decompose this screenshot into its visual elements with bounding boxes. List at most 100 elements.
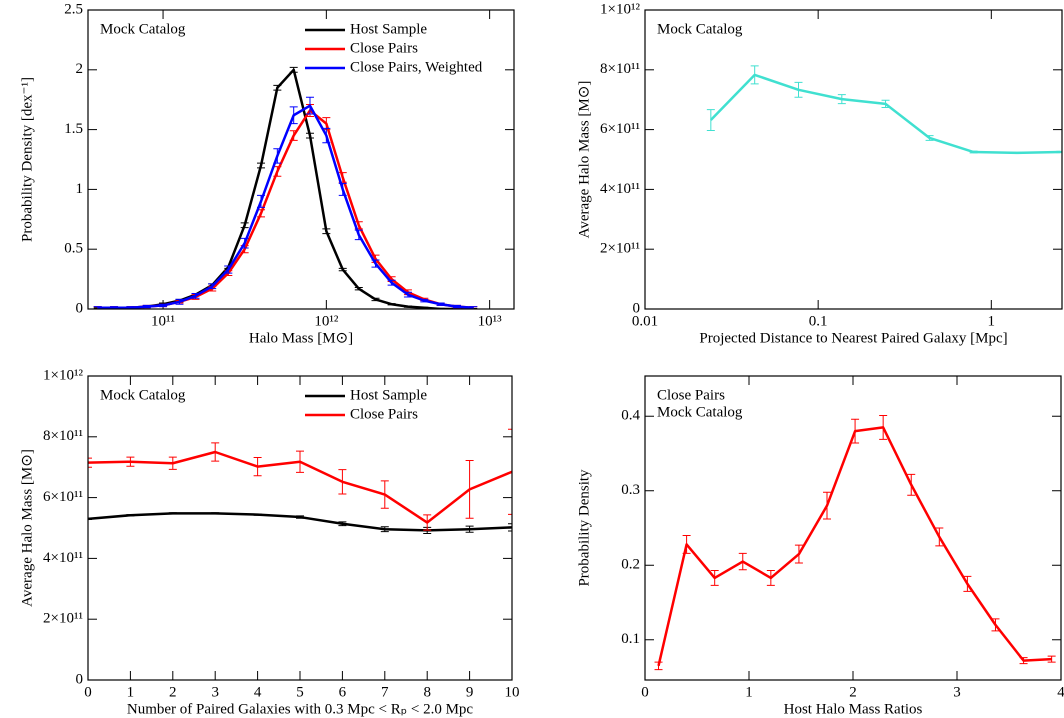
error-bar: [240, 237, 249, 249]
annotation: Mock Catalog: [100, 21, 186, 37]
error-bar: [907, 473, 916, 496]
x-tick-label: 6: [339, 684, 347, 700]
series-line: [657, 426, 1052, 667]
error-bar: [380, 480, 389, 509]
x-tick-label: 2: [849, 684, 857, 700]
x-tick-label: 4: [254, 684, 262, 700]
y-tick-label: 2×10¹¹: [43, 611, 83, 627]
x-tick-label: 3: [211, 684, 219, 700]
x-tick-label: 10: [505, 684, 520, 700]
y-tick-label: 0: [76, 300, 84, 316]
x-tick-label: 2: [169, 684, 177, 700]
y-axis-label: Average Halo Mass [M⊙]: [19, 449, 35, 607]
error-bar: [1013, 151, 1022, 155]
error-bar: [991, 618, 1000, 632]
plot-area: [88, 428, 512, 534]
error-bar: [452, 304, 461, 309]
error-bar: [159, 303, 168, 308]
legend-label: Close Pairs: [350, 40, 418, 56]
error-bar: [682, 534, 691, 554]
x-tick-label: 3: [953, 684, 961, 700]
error-bar: [403, 305, 412, 308]
series-line: [97, 109, 474, 309]
error-bar: [508, 523, 512, 532]
x-axis-label: Projected Distance to Nearest Paired Gal…: [699, 330, 1007, 346]
error-bar: [338, 469, 347, 495]
error-bar: [387, 303, 396, 306]
error-bar: [240, 222, 249, 229]
y-tick-label: 2.5: [64, 1, 83, 17]
error-bar: [766, 569, 775, 586]
error-bar: [305, 96, 314, 115]
annotation: Close Pairs: [657, 387, 725, 403]
error-bar: [436, 302, 445, 306]
plot-frame: [644, 375, 1062, 681]
x-tick-label: 9: [466, 684, 474, 700]
x-tick-label: 0.01: [632, 313, 658, 329]
x-axis-label: Host Halo Mass Ratios: [784, 701, 923, 717]
error-bar: [322, 117, 331, 131]
error-bar: [1047, 655, 1056, 663]
x-tick-label: 10¹³: [478, 313, 502, 329]
x-tick-label: 10¹²: [314, 313, 338, 329]
error-bar: [354, 229, 363, 241]
y-tick-label: 1: [76, 181, 84, 197]
error-bar: [420, 298, 429, 303]
legend-label: Close Pairs, Weighted: [350, 59, 483, 75]
error-bar: [289, 106, 298, 125]
error-bar: [879, 414, 888, 440]
error-bar: [257, 162, 266, 169]
y-tick-label: 0.2: [621, 557, 640, 573]
y-axis-label: Average Halo Mass [M⊙]: [576, 81, 592, 239]
plot-frame: [644, 9, 1063, 310]
y-tick-label: 8×10¹¹: [600, 61, 640, 77]
y-tick-label: 4×10¹¹: [43, 550, 83, 566]
error-bar: [738, 552, 747, 571]
y-tick-label: 0.4: [621, 408, 640, 424]
error-bar: [963, 575, 972, 592]
error-bar: [296, 450, 304, 473]
error-bar: [403, 291, 412, 298]
error-bar: [126, 514, 135, 517]
error-bar: [224, 265, 233, 274]
error-bar: [289, 130, 298, 141]
y-tick-label: 1.5: [64, 121, 83, 137]
error-bar: [211, 512, 220, 515]
plot-frame: [87, 375, 513, 681]
error-bar: [338, 521, 347, 527]
x-tick-label: 1: [127, 684, 135, 700]
series-line: [709, 73, 1061, 155]
error-bar: [175, 298, 184, 305]
error-bar: [851, 418, 860, 444]
y-tick-label: 2×10¹¹: [600, 241, 640, 257]
error-bar: [371, 259, 380, 268]
x-tick-label: 1: [745, 684, 753, 700]
error-bar: [750, 65, 759, 85]
error-bar: [710, 569, 719, 586]
y-tick-label: 0.5: [64, 241, 83, 257]
error-bar: [925, 135, 934, 141]
y-tick-label: 6×10¹¹: [600, 121, 640, 137]
y-tick-label: 2: [76, 61, 84, 77]
legend-label: Host Sample: [350, 387, 427, 403]
error-bar: [88, 457, 92, 468]
error-bar: [465, 525, 474, 533]
error-bar: [881, 99, 890, 108]
x-tick-label: 4: [1057, 684, 1064, 700]
y-tick-label: 0: [633, 300, 641, 316]
x-axis-label: Number of Paired Galaxies with 0.3 Mpc <…: [127, 701, 474, 717]
error-bar: [423, 514, 432, 531]
error-bar: [168, 456, 177, 470]
error-bar: [191, 292, 200, 299]
x-tick-label: 0: [84, 684, 92, 700]
error-bar: [508, 428, 512, 515]
error-bar: [296, 515, 304, 519]
error-bar: [354, 286, 363, 291]
legend-label: Close Pairs: [350, 406, 418, 422]
y-tick-label: 1×10¹²: [43, 367, 83, 383]
x-axis-label: Halo Mass [M⊙]: [249, 330, 353, 346]
error-bar: [371, 297, 380, 302]
error-bar: [465, 460, 474, 519]
y-axis-label: Probability Density: [576, 469, 592, 587]
